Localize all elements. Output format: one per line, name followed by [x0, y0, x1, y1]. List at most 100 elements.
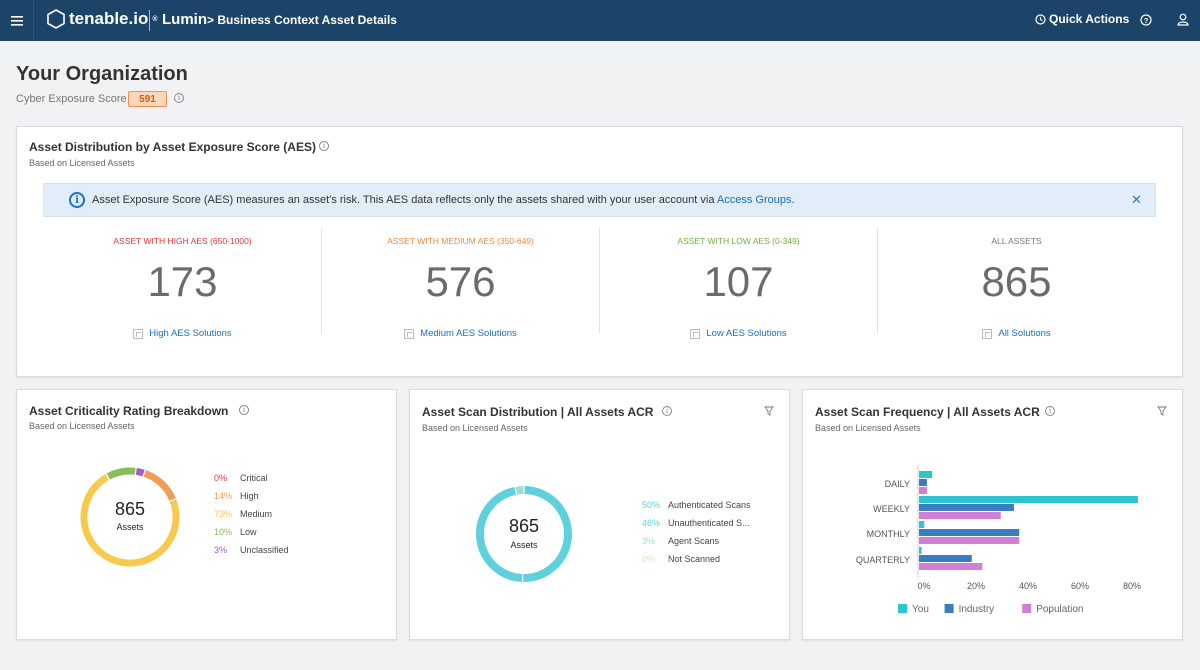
scan-distribution-title: Asset Scan Distribution | All Assets ACR [422, 405, 654, 419]
filter-icon[interactable] [1157, 406, 1167, 416]
info-icon[interactable]: i [1045, 406, 1055, 416]
banner-text: Asset Exposure Score (AES) measures an a… [92, 194, 795, 206]
bar-population-quarterly[interactable] [919, 563, 983, 570]
acr-legend-label: Unclassified [240, 545, 289, 555]
acr-total-value: 865 [114, 499, 146, 519]
aes-medium-value: 576 [425, 258, 496, 305]
bar-population-weekly[interactable] [919, 512, 1001, 519]
donut-segment-medium[interactable] [80, 473, 180, 567]
access-groups-link[interactable]: Access Groups [716, 194, 792, 206]
x-tick-label: 60% [1071, 581, 1089, 591]
all-assets-label: ALL ASSETS [991, 236, 1042, 246]
scan-frequency-card: Asset Scan Frequency | All Assets ACR i … [802, 389, 1183, 640]
filter-icon[interactable] [764, 406, 774, 416]
scan-legend-item[interactable]: 3% Agent Scans [642, 536, 719, 546]
page-title: Your Organization [16, 63, 188, 85]
donut-segment-low[interactable] [106, 467, 136, 480]
bar-you-monthly[interactable] [919, 521, 925, 528]
acr-donut-chart [80, 467, 180, 567]
info-icon[interactable]: i [174, 93, 184, 103]
close-icon[interactable]: ✕ [1131, 192, 1142, 207]
hexagon-logo-icon [47, 9, 65, 29]
all-assets-value: 865 [981, 258, 1052, 305]
medium-aes-solutions-link[interactable]: Medium AES Solutions [322, 328, 599, 339]
legend-label-population[interactable]: Population [1036, 604, 1083, 615]
scan-legend-item[interactable]: 0% Not Scanned [642, 554, 720, 564]
donut-segment-authenticated-scans[interactable] [523, 486, 572, 582]
banner-message: Asset Exposure Score (AES) measures an a… [92, 194, 715, 206]
info-icon[interactable]: i [319, 141, 329, 151]
acr-legend-label: Critical [240, 473, 268, 483]
scan-legend-item[interactable]: 50% Authenticated Scans [642, 500, 751, 510]
aes-high-value: 173 [147, 258, 218, 305]
breadcrumb: > Business Context Asset Details [207, 13, 397, 27]
x-tick-label: 0% [917, 581, 930, 591]
bar-population-daily[interactable] [919, 487, 927, 494]
acr-card-subtitle: Based on Licensed Assets [29, 421, 135, 431]
legend-label-industry[interactable]: Industry [959, 604, 995, 615]
high-aes-solutions-link[interactable]: High AES Solutions [44, 328, 321, 339]
quick-actions-label: Quick Actions [1049, 12, 1130, 26]
legend-label-you[interactable]: You [912, 604, 929, 615]
scan-distribution-donut-chart [476, 486, 572, 582]
cyber-exposure-score-label: Cyber Exposure Score [16, 93, 127, 105]
banner-end: . [791, 194, 795, 206]
scan-legend-label: Unauthenticated S... [668, 518, 750, 528]
app-name[interactable]: Lumin [162, 11, 207, 28]
acr-legend-percent: 10% [214, 527, 233, 537]
quick-actions-button[interactable]: Quick Actions [1035, 12, 1129, 26]
bar-population-monthly[interactable] [919, 537, 1020, 544]
aes-column-low: ASSET WITH LOW AES (0-349) 107 Low AES S… [600, 228, 877, 339]
medium-aes-solutions-label: Medium AES Solutions [420, 328, 517, 339]
help-button[interactable]: ? [1140, 13, 1152, 31]
bar-you-weekly[interactable] [919, 496, 1138, 503]
acr-legend-percent: 0% [214, 473, 228, 483]
menu-icon [10, 15, 23, 26]
donut-segment-agent-scans[interactable] [515, 486, 524, 495]
bar-you-daily[interactable] [919, 471, 933, 478]
scan-legend-percent: 3% [642, 536, 656, 546]
acr-legend-item[interactable]: 3% Unclassified [214, 545, 289, 555]
scan-total-label: Assets [510, 540, 538, 550]
hamburger-menu-button[interactable] [0, 0, 34, 41]
scan-legend-label: Authenticated Scans [668, 500, 751, 510]
acr-legend-label: High [240, 491, 259, 501]
acr-legend-label: Low [240, 527, 257, 537]
table-icon [404, 328, 415, 339]
scan-frequency-title: Asset Scan Frequency | All Assets ACR [815, 405, 1040, 419]
scan-frequency-bar-chart: DAILY WEEKLY MONTHLY QUARTERLY 0% 20% 40% 60% 80… [856, 465, 1141, 615]
user-icon [1177, 13, 1189, 26]
tenable-logo[interactable]: tenable.io ® [47, 9, 158, 29]
donut-segment-high[interactable] [143, 470, 176, 501]
all-solutions-link[interactable]: All Solutions [878, 328, 1155, 339]
bar-industry-monthly[interactable] [919, 529, 1020, 536]
bar-you-quarterly[interactable] [919, 547, 922, 554]
x-tick-label: 80% [1123, 581, 1141, 591]
clock-icon [1035, 13, 1046, 25]
acr-legend-item[interactable]: 10% Low [214, 527, 257, 537]
bar-industry-quarterly[interactable] [919, 555, 972, 562]
low-aes-solutions-link[interactable]: Low AES Solutions [600, 328, 877, 339]
acr-legend-item[interactable]: 73% Medium [214, 509, 272, 519]
logo-text: tenable.io [69, 9, 149, 28]
acr-legend-item[interactable]: 14% High [214, 491, 259, 501]
acr-legend-item[interactable]: 0% Critical [214, 473, 268, 483]
bar-industry-weekly[interactable] [919, 504, 1014, 511]
info-icon[interactable]: i [662, 406, 672, 416]
donut-segment-unclassified[interactable] [135, 467, 145, 477]
y-tick-label: QUARTERLY [856, 555, 910, 565]
scan-total-value: 865 [508, 516, 540, 536]
scan-legend-percent: 50% [642, 500, 661, 510]
aes-high-label: ASSET WITH HIGH AES (650-1000) [113, 236, 252, 246]
user-menu-button[interactable] [1177, 13, 1189, 31]
table-icon [133, 328, 144, 339]
scan-legend-item[interactable]: 46% Unauthenticated S... [642, 518, 750, 528]
x-tick-label: 40% [1019, 581, 1037, 591]
acr-legend-label: Medium [240, 509, 273, 519]
aes-info-banner: i Asset Exposure Score (AES) measures an… [43, 183, 1156, 217]
info-icon[interactable]: i [239, 405, 249, 415]
acr-legend-percent: 14% [214, 491, 233, 501]
bar-industry-daily[interactable] [919, 479, 927, 486]
donut-segment-unauthenticated-s[interactable] [476, 486, 523, 582]
acr-breakdown-card: Asset Criticality Rating Breakdown i Bas… [16, 389, 397, 640]
